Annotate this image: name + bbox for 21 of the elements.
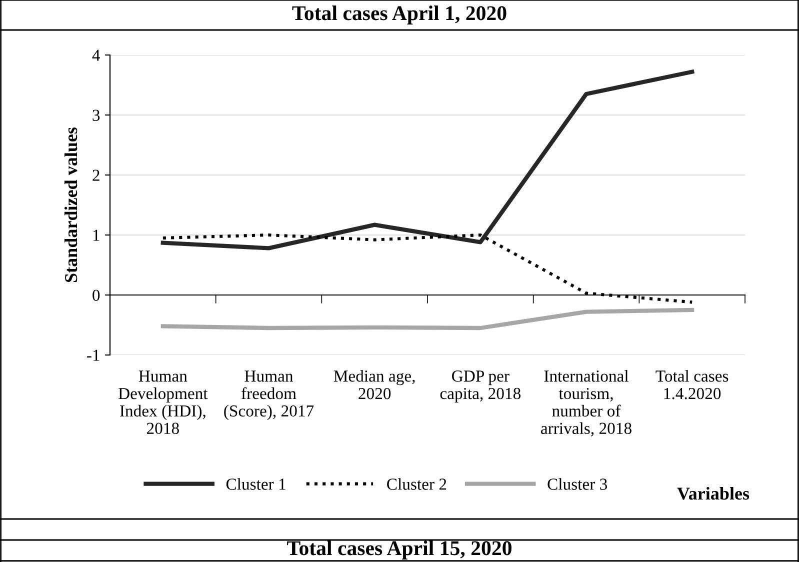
y-tick-label: 3	[92, 110, 100, 121]
chart-title: Total cases April 1, 2020	[292, 6, 506, 24]
y-axis-title: Standardized values	[64, 127, 78, 282]
x-tick-label: GDP per capita, 2018	[440, 370, 521, 403]
y-tick-label: 0	[92, 290, 100, 301]
y-tick-label: -1	[87, 350, 100, 361]
x-tick-label: Human freedom (Score), 2017	[224, 370, 314, 420]
x-tick-label: Human Development Index (HDI), 2018	[118, 370, 208, 434]
x-tick-label: Median age, 2020	[334, 370, 415, 400]
legend-label: Cluster 3	[548, 478, 608, 490]
line-series	[160, 308, 694, 330]
x-tick-label: International tourism, number of arrivals, 2018	[541, 370, 632, 436]
x-axis-title: Variables	[677, 487, 750, 500]
legend-label: Cluster 1	[226, 478, 286, 490]
y-tick-label: 1	[93, 230, 100, 241]
y-tick-label: 2	[92, 170, 100, 181]
text: Total cases April 15, 2020	[287, 540, 512, 560]
legend-label: Cluster 2	[387, 478, 446, 490]
line-series	[160, 70, 694, 250]
y-tick-label: 4	[92, 50, 100, 61]
x-tick-label: Total cases 1.4.2020	[656, 370, 728, 400]
